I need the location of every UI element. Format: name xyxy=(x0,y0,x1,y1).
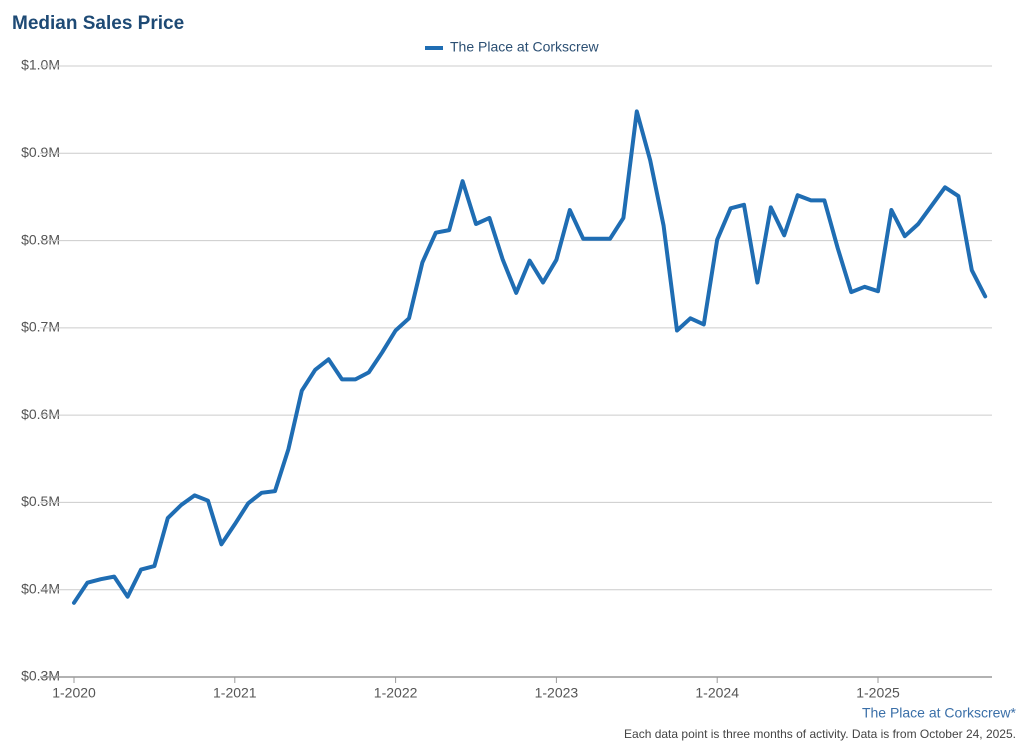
y-tick-label: $1.0M xyxy=(21,57,60,73)
y-tick-label: $0.3M xyxy=(21,668,60,684)
y-tick-label: $0.6M xyxy=(21,406,60,422)
legend-label: The Place at Corkscrew xyxy=(450,39,599,55)
footnote: Each data point is three months of activ… xyxy=(624,727,1016,741)
x-tick-label: 1-2023 xyxy=(535,685,579,701)
y-tick-label: $0.9M xyxy=(21,144,60,160)
series-line xyxy=(72,109,988,605)
footer-brand: The Place at Corkscrew* xyxy=(862,705,1017,721)
x-tick-label: 1-2020 xyxy=(52,685,96,701)
y-tick-label: $0.5M xyxy=(21,493,60,509)
x-tick-label: 1-2021 xyxy=(213,685,257,701)
x-tick-label: 1-2024 xyxy=(695,685,739,701)
x-tick-label: 1-2022 xyxy=(374,685,418,701)
chart-title: Median Sales Price xyxy=(12,13,184,34)
x-tick-label: 1-2025 xyxy=(856,685,900,701)
y-tick-label: $0.8M xyxy=(21,231,60,247)
y-tick-label: $0.7M xyxy=(21,319,60,335)
y-tick-label: $0.4M xyxy=(21,580,60,596)
